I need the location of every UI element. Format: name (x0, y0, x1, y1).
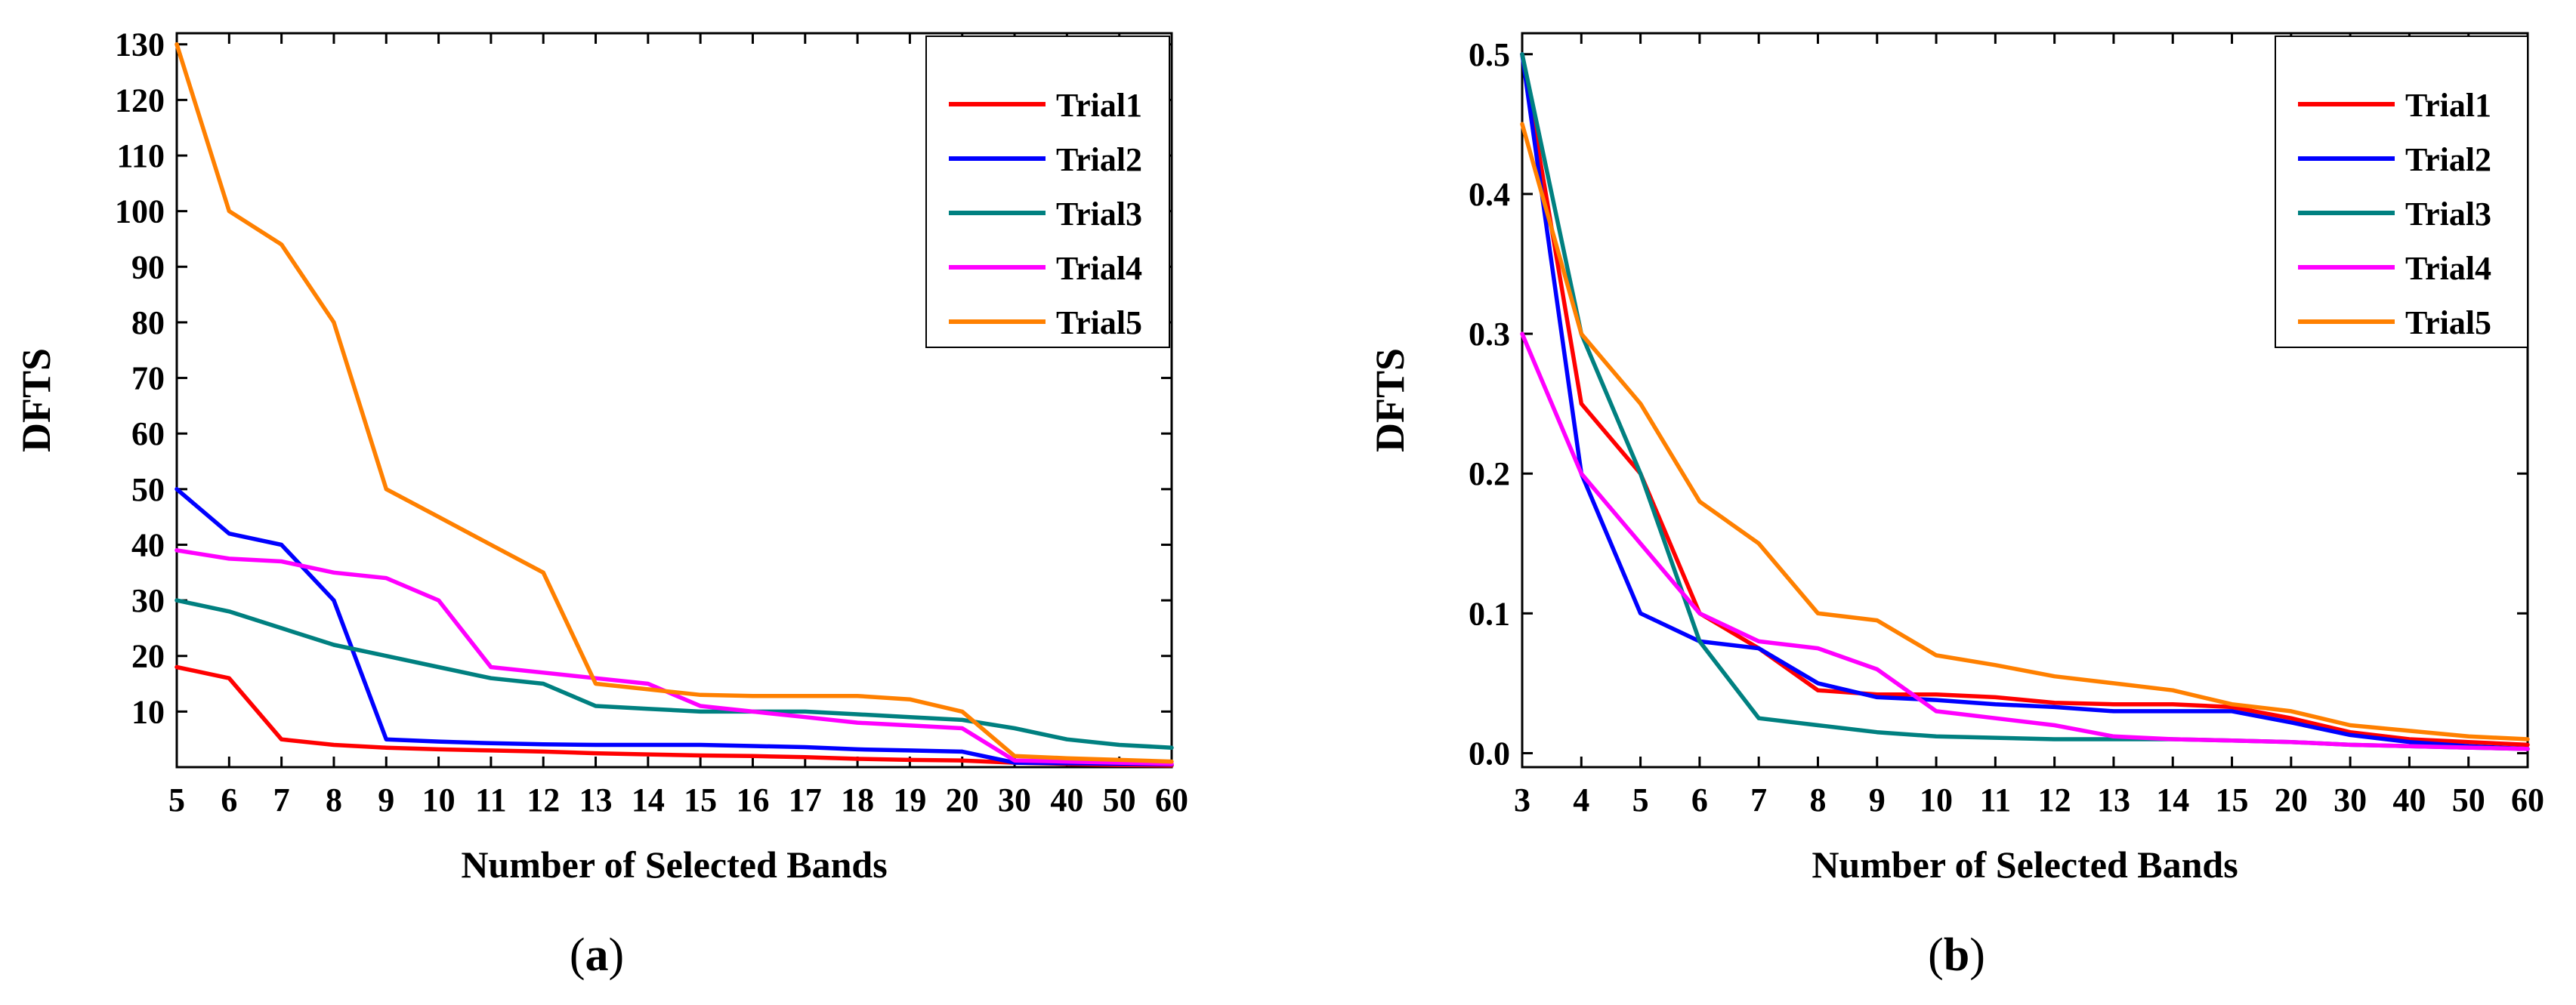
x-tick-label: 60 (1155, 781, 1188, 818)
y-tick-label: 10 (131, 693, 165, 730)
x-tick-label: 12 (527, 781, 560, 818)
y-axis-label: DFTS (1367, 348, 1413, 452)
x-tick-label: 13 (579, 781, 613, 818)
legend-label: Trial5 (2405, 304, 2491, 341)
chart-a: 5 6 7 8 9 10 11 12 13 14 15 16 17 18 19 20 30 40 50 60 10 20 3… (14, 26, 1188, 981)
x-tick-label: 16 (736, 781, 769, 818)
x-tick-label: 8 (1809, 781, 1826, 818)
x-axis-label: Number of Selected Bands (1812, 843, 2238, 886)
y-tick-label: 100 (115, 193, 165, 230)
y-tick-label: 70 (131, 360, 165, 397)
caption-close-paren: ) (609, 929, 625, 981)
y-tick-label: 0.3 (1469, 316, 1510, 353)
legend-label: Trial5 (1056, 304, 1142, 341)
y-tick-label: 80 (131, 304, 165, 341)
x-tick-label: 50 (2452, 781, 2485, 818)
x-tick-label: 17 (789, 781, 822, 818)
x-tick-label: 14 (2156, 781, 2189, 818)
y-tick-label: 0.2 (1469, 455, 1510, 492)
x-tick-label: 11 (1980, 781, 2012, 818)
legend-label: Trial3 (1056, 196, 1142, 233)
x-tick-label: 15 (684, 781, 717, 818)
y-tick-label: 0.4 (1469, 176, 1510, 213)
x-tick-label: 40 (2392, 781, 2426, 818)
x-tick-label: 7 (273, 781, 290, 818)
series-line-trial5 (1520, 122, 2530, 741)
legend-box (925, 35, 1170, 348)
series-line-trial1 (175, 664, 1174, 768)
series-line-trial3 (175, 598, 1174, 750)
plot-frame (1521, 32, 2529, 769)
legend-label: Trial2 (1056, 141, 1142, 178)
x-tick-label: 20 (2275, 781, 2308, 818)
x-axis-label: Number of Selected Bands (461, 843, 887, 886)
x-tick-label: 10 (1920, 781, 1953, 818)
x-tick-label: 6 (1691, 781, 1708, 818)
legend-label: Trial1 (2405, 87, 2491, 124)
caption-letter: b (1944, 929, 1969, 981)
series-line-trial1 (1520, 52, 2530, 748)
y-tick-label: 90 (131, 248, 165, 285)
series-line-trial4 (1520, 331, 2530, 751)
x-tick-label: 13 (2097, 781, 2130, 818)
x-tick-label: 5 (168, 781, 185, 818)
x-tick-label: 11 (475, 781, 507, 818)
y-tick-label: 120 (115, 82, 165, 119)
y-tick-label: 40 (131, 526, 165, 563)
caption-close-paren: ) (1969, 929, 1985, 981)
y-axis-label: DFTS (14, 348, 59, 452)
y-tick-label: 0.1 (1469, 595, 1510, 632)
panel-caption: (a) (570, 929, 624, 981)
plot-frame (175, 32, 1173, 769)
panel-caption: (b) (1928, 929, 1985, 981)
x-tick-label: 18 (841, 781, 874, 818)
x-tick-label: 14 (632, 781, 665, 818)
legend-label: Trial1 (1056, 87, 1142, 124)
legend-label: Trial3 (2405, 196, 2491, 233)
legend-label: Trial4 (1056, 250, 1142, 287)
x-tick-label: 30 (998, 781, 1031, 818)
x-tick-label: 19 (893, 781, 926, 818)
x-tick-label: 10 (422, 781, 456, 818)
x-tick-label: 60 (2511, 781, 2544, 818)
x-tick-label: 15 (2216, 781, 2249, 818)
x-tick-label: 6 (221, 781, 237, 818)
y-tick-label: 20 (131, 638, 165, 675)
x-tick-label: 7 (1750, 781, 1767, 818)
x-tick-label: 12 (2038, 781, 2071, 818)
x-tick-label: 5 (1632, 781, 1649, 818)
caption-letter: a (585, 929, 609, 981)
x-tick-label: 4 (1573, 781, 1589, 818)
x-tick-label: 3 (1514, 781, 1530, 818)
series-line-trial4 (175, 548, 1174, 766)
x-tick-label: 20 (946, 781, 979, 818)
series-line-trial2 (1520, 52, 2530, 751)
y-tick-label: 30 (131, 582, 165, 619)
x-tick-label: 30 (2334, 781, 2367, 818)
x-tick-label: 9 (1869, 781, 1886, 818)
series-line-trial5 (175, 42, 1174, 764)
series-line-trial2 (175, 487, 1174, 767)
y-tick-label: 110 (116, 137, 165, 174)
x-tick-label: 50 (1103, 781, 1136, 818)
caption-open-paren: ( (1928, 929, 1944, 981)
legend-label: Trial4 (2405, 250, 2491, 287)
y-tick-label: 0.0 (1469, 735, 1510, 772)
caption-open-paren: ( (570, 929, 585, 981)
y-tick-label: 60 (131, 415, 165, 452)
chart-b: 3 4 5 6 7 8 9 10 11 12 13 14 15 20 30 40 50 60 0.0 0.1 0.2 0.… (1367, 32, 2544, 981)
y-tick-label: 50 (131, 471, 165, 508)
x-tick-label: 8 (326, 781, 342, 818)
x-tick-label: 40 (1050, 781, 1083, 818)
legend-box (2275, 35, 2528, 348)
legend-label: Trial2 (2405, 141, 2491, 178)
y-tick-label: 0.5 (1469, 36, 1510, 73)
y-tick-label: 130 (115, 26, 165, 63)
x-tick-label: 9 (378, 781, 394, 818)
